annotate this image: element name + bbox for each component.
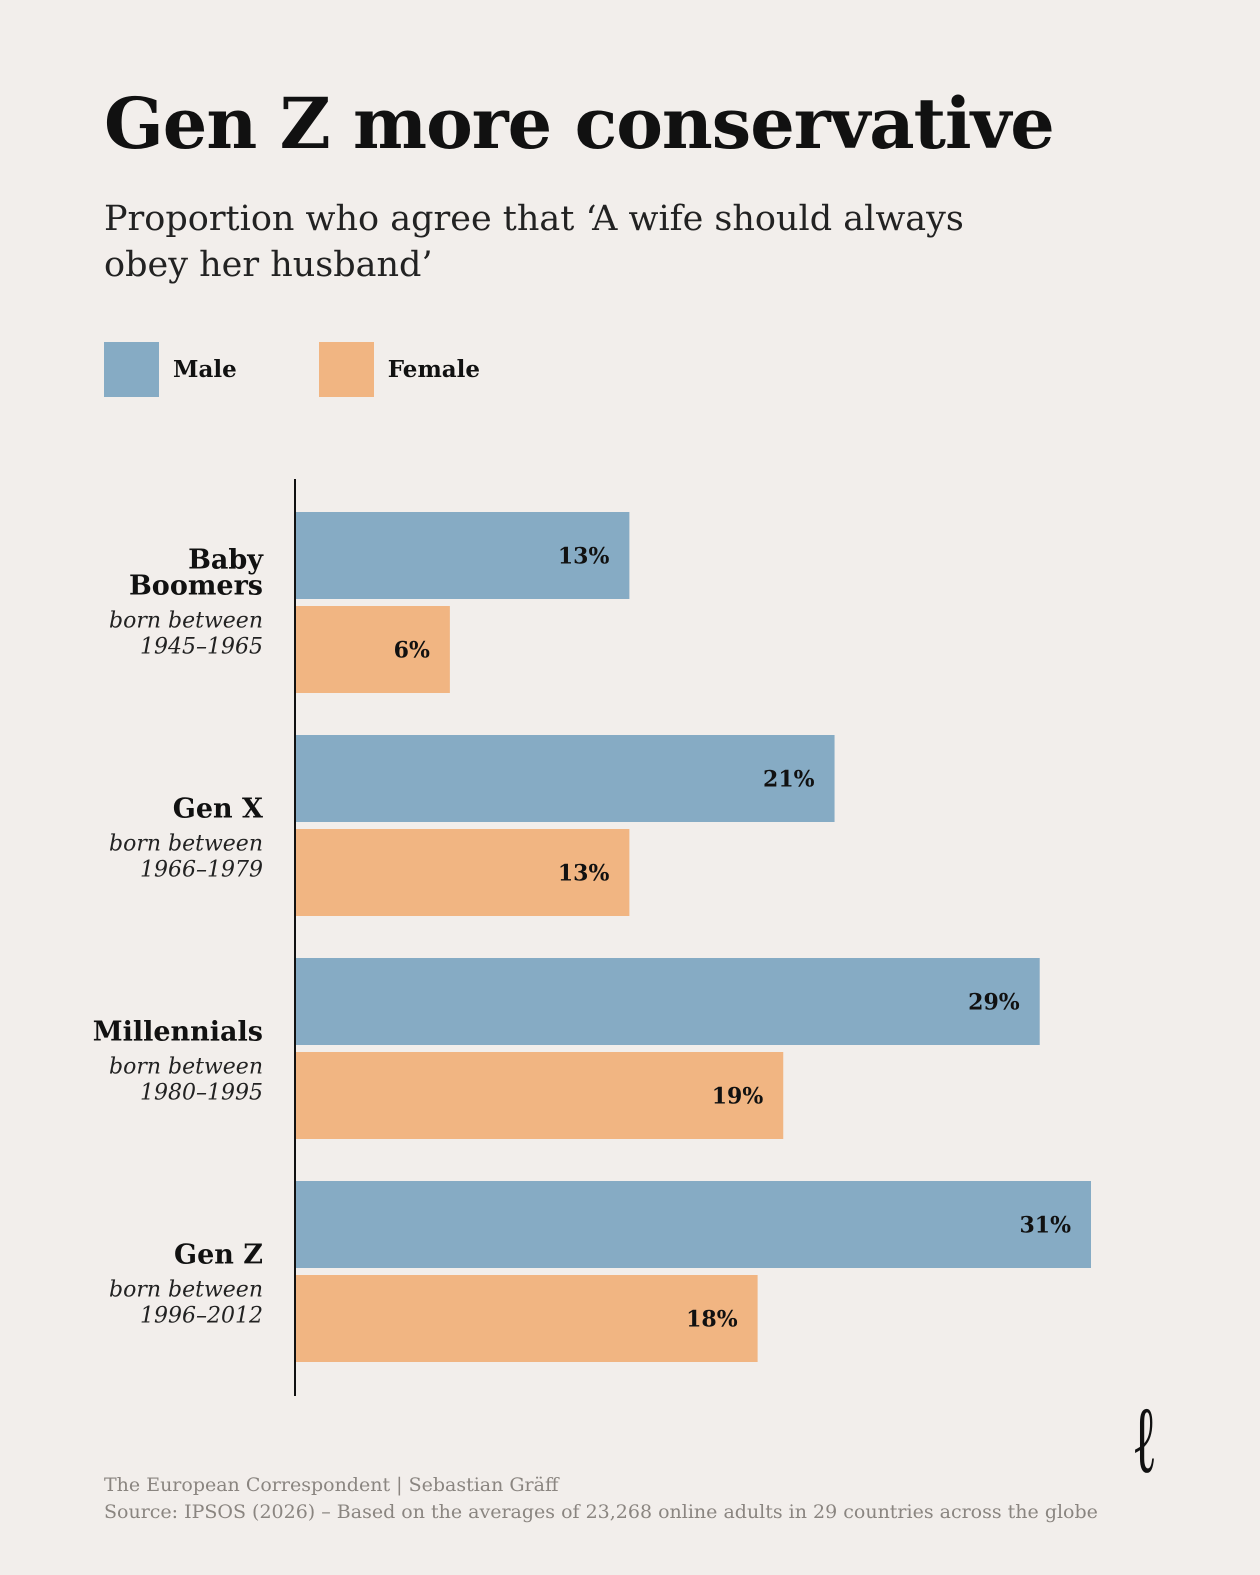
data-label: 13%	[558, 861, 610, 887]
category-born-label: 1980–1995	[140, 1081, 263, 1106]
footer-credit: The European Correspondent | Sebastian G…	[104, 1474, 559, 1496]
publisher-logo: ℓ	[1132, 1387, 1158, 1493]
category-born-label: born between	[109, 832, 263, 857]
data-label: 19%	[712, 1084, 764, 1110]
bar-female	[296, 829, 630, 916]
category-label: Gen X	[173, 794, 263, 825]
bar-female	[296, 606, 450, 693]
legend-swatch-female	[318, 342, 374, 397]
bar-male	[296, 958, 1040, 1045]
category-label: Gen Z	[174, 1240, 263, 1271]
category-label: Baby	[188, 545, 264, 576]
category-born-label: 1996–2012	[140, 1304, 263, 1329]
data-label: 31%	[1019, 1213, 1071, 1239]
category-born-label: born between	[109, 609, 263, 634]
data-label: 29%	[968, 990, 1020, 1016]
chart-subtitle: Proportion who agree that ‘A wife should…	[104, 199, 964, 285]
data-label: 21%	[763, 767, 815, 793]
data-label: 6%	[394, 638, 430, 664]
chart-title: Gen Z more conservative	[104, 82, 1055, 165]
data-label: 18%	[686, 1307, 738, 1333]
category-label: Millennials	[93, 1017, 263, 1048]
legend: Male Female	[104, 342, 562, 397]
footer: The European Correspondent | Sebastian G…	[104, 1472, 1098, 1526]
bar-female	[296, 1052, 784, 1139]
legend-item-female: Female	[318, 342, 481, 397]
bar-male	[296, 1181, 1091, 1268]
data-label: 13%	[558, 544, 610, 570]
legend-label-male: Male	[173, 356, 237, 383]
category-born-label: 1966–1979	[140, 858, 263, 883]
footer-source: Source: IPSOS (2026) – Based on the aver…	[104, 1501, 1098, 1523]
category-label: Boomers	[129, 571, 263, 602]
category-born-label: born between	[109, 1278, 263, 1303]
bar-male	[296, 735, 835, 822]
category-born-label: 1945–1965	[140, 635, 263, 660]
bar-male	[296, 512, 630, 599]
bar-female	[296, 1275, 758, 1362]
category-born-label: born between	[109, 1055, 263, 1080]
legend-label-female: Female	[387, 356, 481, 383]
legend-item-male: Male	[104, 342, 237, 397]
legend-swatch-male	[104, 342, 159, 397]
